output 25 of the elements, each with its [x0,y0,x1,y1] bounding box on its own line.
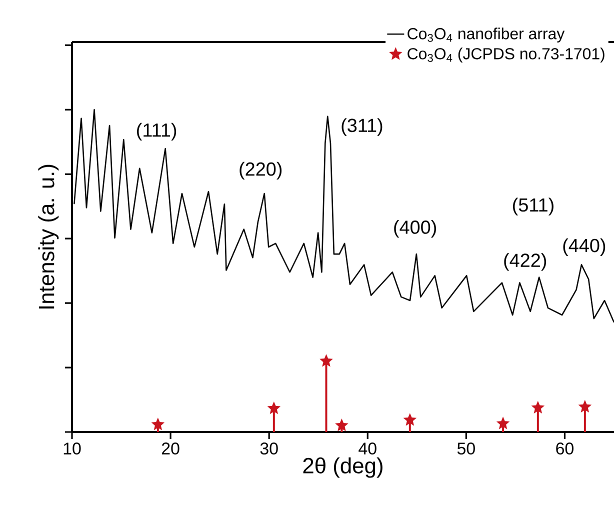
y-axis-title: Intensity (a. u.) [38,164,59,308]
point [403,413,417,426]
x-axis-title: 2θ (deg) [303,457,382,478]
annotation: (440) [563,238,606,256]
annotation: (400) [394,220,436,238]
x-tick-label: 50 [457,442,475,455]
point [320,354,333,367]
x-tick-label: 30 [260,442,278,455]
point [531,400,545,414]
annotation: (311) [342,118,382,136]
legend-label: Co$_{3}$O$_{4}$ nanofiber array [408,28,565,42]
annotation: (111) [137,122,176,141]
point [267,401,281,414]
annotation: (220) [240,162,282,180]
x-tick-label: 20 [162,442,180,455]
point [578,400,592,413]
annotation: (511) [513,198,554,216]
annotation: (422) [504,253,546,271]
x-tick-label: 10 [64,442,81,455]
point [151,418,165,430]
point [496,416,510,430]
point [335,418,348,432]
x-tick-label: 40 [358,442,376,455]
legend-label: Co$_{3}$O$_{4}$ (JCPDS no.73-1701) [408,48,604,63]
x-tick-label: 60 [556,442,574,455]
